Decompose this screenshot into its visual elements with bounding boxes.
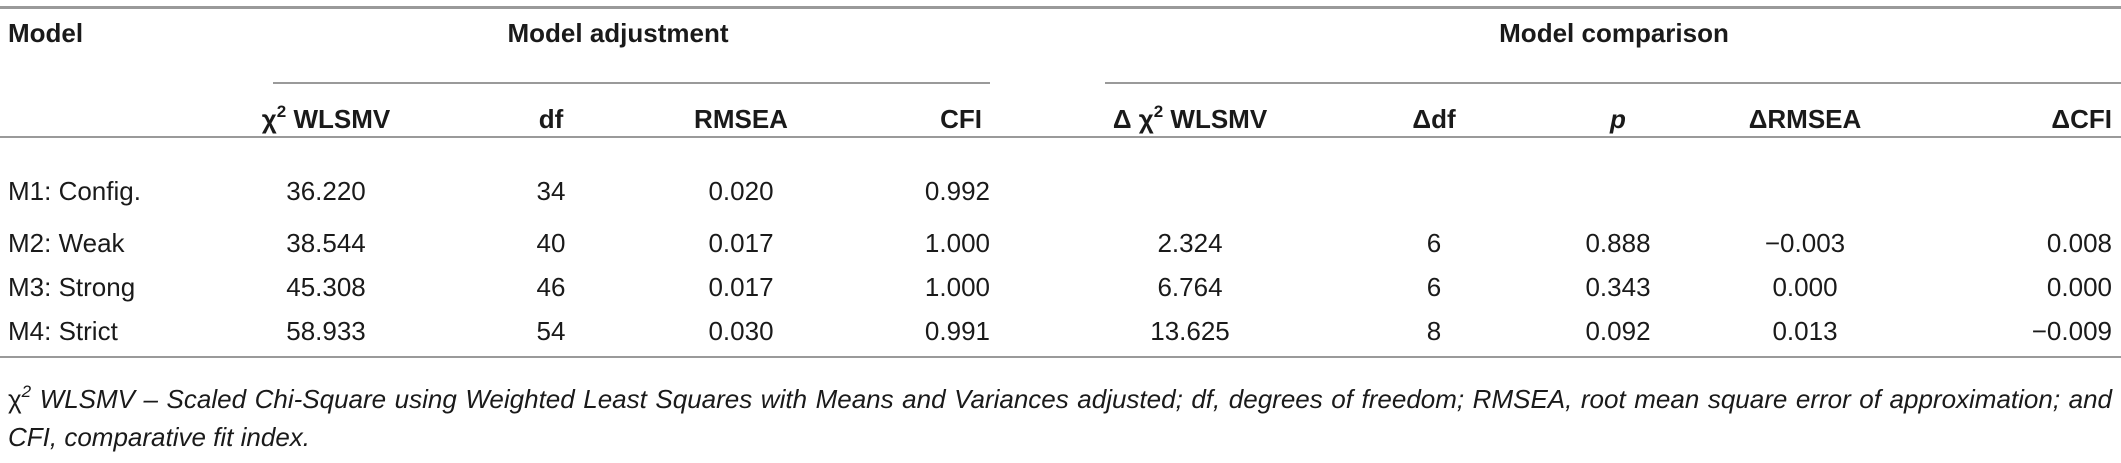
chi-superscript: 2 xyxy=(276,102,287,121)
col-delta-chi2-wlsmv: Δ χ2 WLSMV xyxy=(1112,102,1268,134)
cell-chi2: 38.544 xyxy=(286,228,366,258)
col-delta-cfi: ΔCFI xyxy=(2051,104,2112,134)
delta-chi2-label-rest: WLSMV xyxy=(1163,104,1268,134)
cell-delta-chi2: 6.764 xyxy=(1157,272,1223,302)
header-model: Model xyxy=(8,18,84,48)
col-p: p xyxy=(1610,104,1626,134)
cell-delta-cfi: 0.008 xyxy=(2046,228,2112,258)
cell-cfi: 0.992 xyxy=(924,176,990,206)
bottom-rule xyxy=(0,356,2121,358)
col-rmsea: RMSEA xyxy=(694,104,788,134)
footnote-chi-symbol: χ xyxy=(8,384,22,414)
cell-delta-rmsea: −0.003 xyxy=(1764,228,1846,258)
cell-delta-rmsea: 0.000 xyxy=(1772,272,1838,302)
cell-df: 54 xyxy=(536,316,566,346)
cell-p: 0.343 xyxy=(1585,272,1651,302)
footnote-superscript: 2 xyxy=(21,382,32,401)
col-df: df xyxy=(538,104,564,134)
cell-p: 0.092 xyxy=(1585,316,1651,346)
cell-delta-cfi: −0.009 xyxy=(2031,316,2112,346)
delta-chi-superscript: 2 xyxy=(1153,102,1164,121)
cell-delta-df: 8 xyxy=(1426,316,1442,346)
cell-chi2: 36.220 xyxy=(286,176,366,206)
cell-df: 40 xyxy=(536,228,566,258)
header-rule xyxy=(0,136,2121,138)
cell-model: M3: Strong xyxy=(8,272,136,302)
cell-chi2: 45.308 xyxy=(286,272,366,302)
comparison-span-rule xyxy=(1105,82,2121,84)
top-rule xyxy=(0,6,2121,9)
cell-rmsea: 0.020 xyxy=(708,176,774,206)
chi-symbol: χ xyxy=(261,104,277,134)
chi2-label-rest: WLSMV xyxy=(286,104,391,134)
cell-model: M4: Strict xyxy=(8,316,118,346)
cell-df: 34 xyxy=(536,176,566,206)
cell-delta-df: 6 xyxy=(1426,228,1442,258)
cell-rmsea: 0.030 xyxy=(708,316,774,346)
cell-rmsea: 0.017 xyxy=(708,228,774,258)
footnote-text: WLSMV – Scaled Chi-Square using Weighted… xyxy=(8,384,2112,452)
header-model-comparison: Model comparison xyxy=(1499,18,1729,48)
cell-delta-chi2: 2.324 xyxy=(1157,228,1223,258)
col-chi2-wlsmv: χ2 WLSMV xyxy=(261,102,391,134)
cell-p: 0.888 xyxy=(1585,228,1651,258)
col-delta-rmsea: ΔRMSEA xyxy=(1748,104,1862,134)
cell-model: M1: Config. xyxy=(8,176,141,206)
cell-delta-rmsea: 0.013 xyxy=(1772,316,1838,346)
cell-cfi: 1.000 xyxy=(924,272,990,302)
cell-cfi: 0.991 xyxy=(924,316,990,346)
cell-df: 46 xyxy=(536,272,566,302)
col-delta-df: Δdf xyxy=(1412,104,1456,134)
header-model-adjustment: Model adjustment xyxy=(507,18,729,48)
cell-model: M2: Weak xyxy=(8,228,125,258)
cell-delta-chi2: 13.625 xyxy=(1150,316,1230,346)
cell-delta-cfi: 0.000 xyxy=(2046,272,2112,302)
adjustment-span-rule xyxy=(273,82,990,84)
table-footnote: χ2 WLSMV – Scaled Chi-Square using Weigh… xyxy=(8,380,2112,456)
cell-delta-df: 6 xyxy=(1426,272,1442,302)
delta-chi-symbol: Δ χ xyxy=(1112,104,1154,134)
col-cfi: CFI xyxy=(940,104,982,134)
cell-chi2: 58.933 xyxy=(286,316,366,346)
cell-rmsea: 0.017 xyxy=(708,272,774,302)
cell-cfi: 1.000 xyxy=(924,228,990,258)
